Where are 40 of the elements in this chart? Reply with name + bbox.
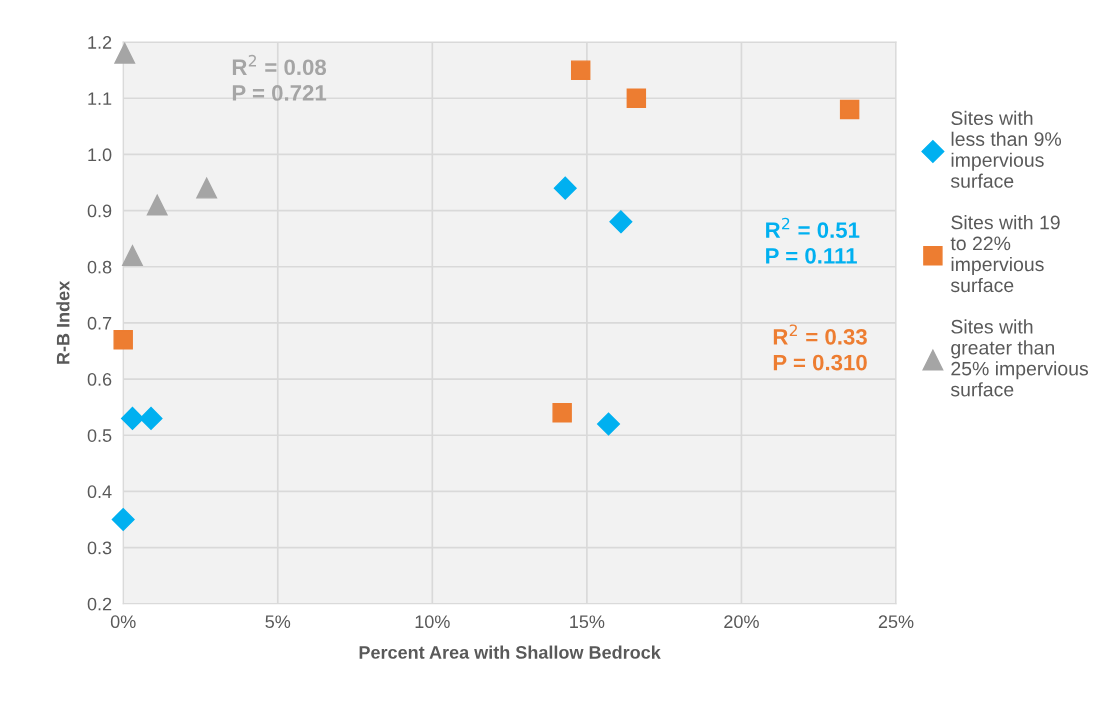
y-tick-label: 1.1 (88, 92, 112, 105)
y-tick-label: 0.2 (87, 597, 112, 611)
point (111, 507, 135, 531)
annotation: R$^{2}$ = 0.51 P = 0.111 (766, 217, 860, 264)
point (609, 210, 633, 234)
annotation: R$^{2}$ = 0.08 P = 0.721 (232, 54, 327, 101)
x-tick-label: 15% (570, 615, 605, 629)
y-tick-label: 0.7 (87, 316, 112, 330)
point (113, 330, 133, 350)
point (570, 60, 591, 80)
point (839, 99, 860, 120)
y-axis-title: R-B Index (56, 280, 70, 364)
point (626, 88, 647, 109)
x-axis-title: Percent Area with Shallow Bedrock (359, 645, 661, 659)
point (597, 412, 621, 436)
x-tick-label: 25% (878, 615, 914, 629)
y-tick-label: 1.2 (88, 36, 112, 49)
point (196, 177, 218, 199)
y-tick-label: 0.9 (87, 204, 112, 218)
y-tick-label: 0.8 (87, 260, 112, 274)
annotation: R$^{2}$ = 0.33 P = 0.310 (773, 324, 867, 371)
x-tick-label: 10% (415, 615, 450, 629)
point (120, 406, 144, 430)
x-tick-label: 0% (110, 615, 136, 629)
point (114, 42, 136, 64)
legend-label: Sites with less than 9% impervious surface (950, 110, 1062, 188)
y-tick-label: 1.0 (88, 148, 112, 162)
x-tick-label: 20% (724, 615, 759, 629)
point (139, 406, 163, 430)
y-tick-label: 0.4 (87, 485, 112, 499)
point (146, 194, 168, 216)
y-tick-label: 0.3 (87, 541, 112, 555)
point (122, 245, 143, 266)
y-tick-label: 0.5 (87, 429, 112, 442)
y-tick-label: 0.6 (87, 373, 112, 386)
point (552, 403, 572, 423)
legend-label: Sites with 19 to 22% impervious surface (950, 215, 1060, 293)
legend-label: Sites with greater than 25% impervious surface (950, 319, 1089, 397)
x-tick-label: 5% (265, 615, 291, 629)
point (553, 176, 577, 200)
